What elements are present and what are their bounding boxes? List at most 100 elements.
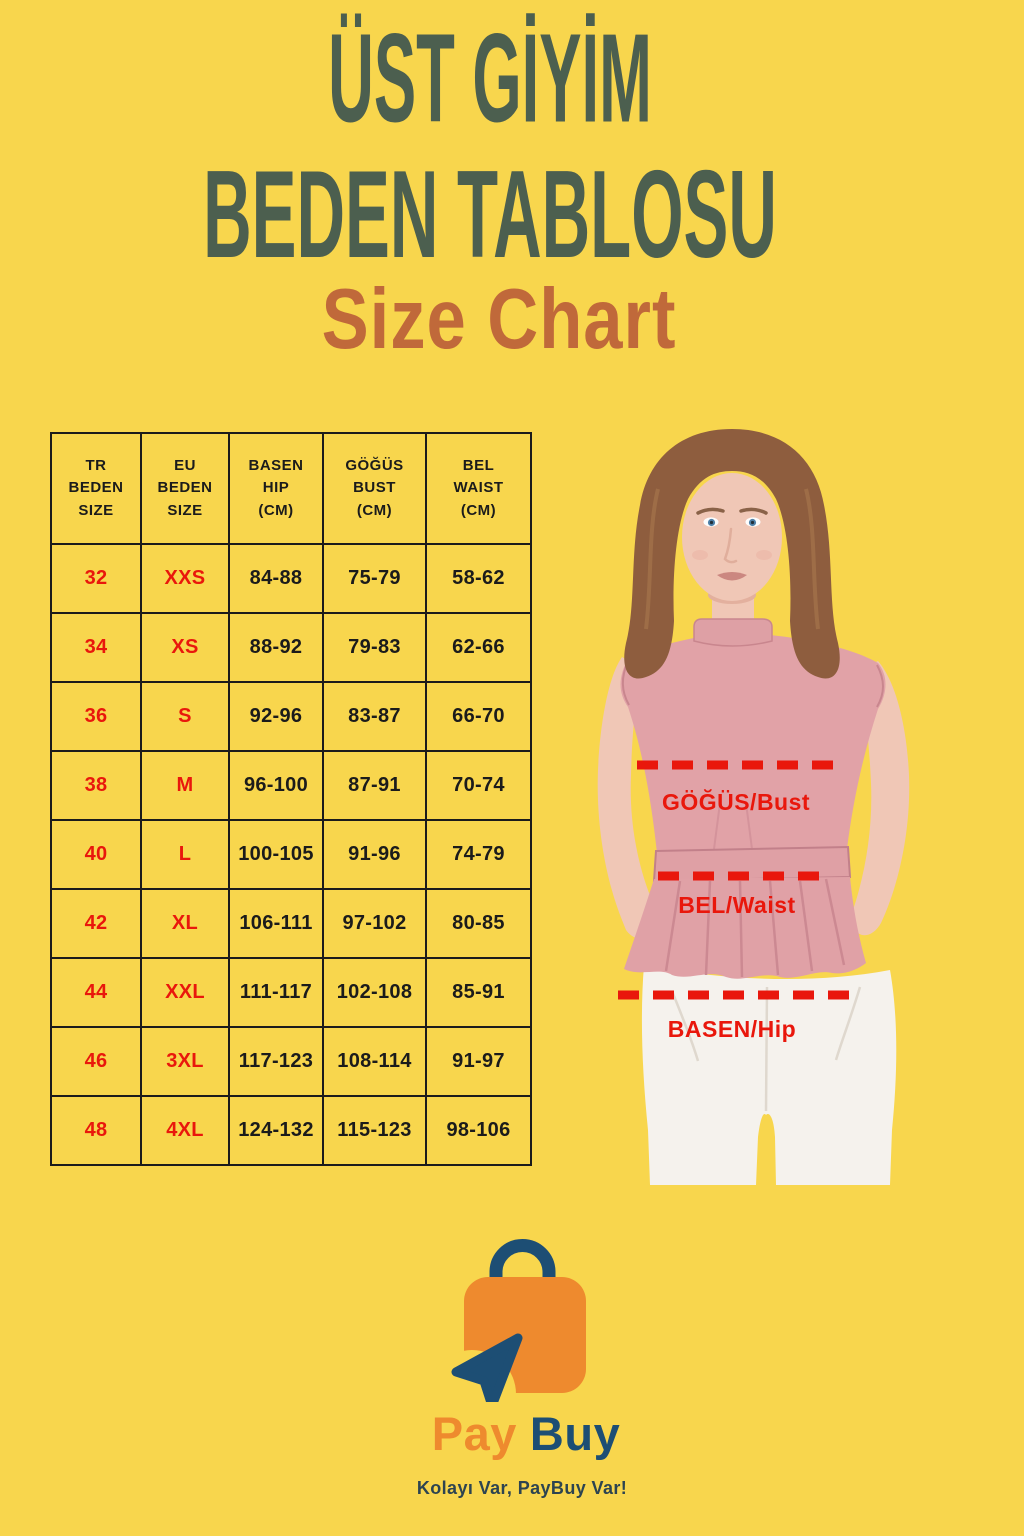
- measure-cell: 106-111: [228, 888, 324, 959]
- face: [682, 473, 782, 601]
- measure-cell: 83-87: [322, 681, 427, 752]
- brand-name-second: Buy: [529, 1407, 621, 1460]
- measure-cell: 85-91: [425, 957, 532, 1028]
- eyebrow-right: [739, 507, 768, 515]
- pants-pocket-right: [834, 986, 862, 1061]
- measure-cell: 111-117: [228, 957, 324, 1028]
- collar: [693, 618, 773, 647]
- bag-handle: [489, 1239, 556, 1291]
- measure-cell: 91-97: [425, 1026, 532, 1097]
- measure-cell: 87-91: [322, 750, 427, 821]
- measure-cell: 84-88: [228, 543, 324, 614]
- eu-size-cell: L: [140, 819, 230, 890]
- measure-cell: 91-96: [322, 819, 427, 890]
- table-row: 36 S 92-96 83-87 66-70: [50, 681, 532, 752]
- eu-size-cell: XXL: [140, 957, 230, 1028]
- page-title-line1: ÜST GİYİM: [328, 8, 652, 150]
- measure-cell: 88-92: [228, 612, 324, 683]
- measure-cell: 96-100: [228, 750, 324, 821]
- measure-cell: 124-132: [228, 1095, 324, 1166]
- left-arm: [597, 657, 653, 939]
- tr-size-cell: 38: [50, 750, 142, 821]
- tr-size-cell: 34: [50, 612, 142, 683]
- hair-highlight-right: [804, 488, 820, 630]
- measure-cell: 117-123: [228, 1026, 324, 1097]
- column-header: EU BEDEN SIZE: [140, 432, 230, 545]
- table-row: 34 XS 88-92 79-83 62-66: [50, 612, 532, 683]
- measure-cell: 102-108: [322, 957, 427, 1028]
- column-header: BEL WAIST (CM): [425, 432, 532, 545]
- column-header: GÖĞÜS BUST (CM): [322, 432, 427, 545]
- peplum: [624, 877, 866, 979]
- brand-name-first: Pay: [431, 1407, 517, 1460]
- measure-cell: 80-85: [425, 888, 532, 959]
- eyebrow-left: [696, 507, 725, 515]
- cursor-arrow-icon: [451, 1333, 523, 1402]
- measure-cell: 108-114: [322, 1026, 427, 1097]
- eu-size-cell: 3XL: [140, 1026, 230, 1097]
- tr-size-cell: 46: [50, 1026, 142, 1097]
- measure-cell: 66-70: [425, 681, 532, 752]
- measure-cell: 75-79: [322, 543, 427, 614]
- measure-cell: 98-106: [425, 1095, 532, 1166]
- measure-cell: 115-123: [322, 1095, 427, 1166]
- page-subtitle: Size Chart: [321, 272, 677, 367]
- chest-dart-left: [713, 802, 721, 850]
- pants-fly-seam: [764, 986, 769, 1112]
- bust-measure-label: GÖĞÜS/Bust: [662, 788, 810, 815]
- measure-cell: 79-83: [322, 612, 427, 683]
- table-row: 42 XL 106-111 97-102 80-85: [50, 888, 532, 959]
- tr-size-cell: 36: [50, 681, 142, 752]
- measure-cell: 62-66: [425, 612, 532, 683]
- measure-cell: 58-62: [425, 543, 532, 614]
- table-row: 44 XXL 111-117 102-108 85-91: [50, 957, 532, 1028]
- armhole-seam-right: [876, 664, 884, 708]
- pupil-left: [709, 520, 714, 525]
- table-row: 48 4XL 124-132 115-123 98-106: [50, 1095, 532, 1166]
- blouse-bodice: [620, 635, 886, 853]
- measure-cell: 70-74: [425, 750, 532, 821]
- table-row: 32 XXS 84-88 75-79 58-62: [50, 543, 532, 614]
- tr-size-cell: 44: [50, 957, 142, 1028]
- nose: [723, 527, 738, 564]
- eu-size-cell: 4XL: [140, 1095, 230, 1166]
- table-row: 38 M 96-100 87-91 70-74: [50, 750, 532, 821]
- table-row: 46 3XL 117-123 108-114 91-97: [50, 1026, 532, 1097]
- eu-size-cell: XS: [140, 612, 230, 683]
- eu-size-cell: XXS: [140, 543, 230, 614]
- size-table: TR BEDEN SIZE EU BEDEN SIZE BASEN HIP (CM) GÖĞÜS B…: [50, 432, 532, 1166]
- pants: [641, 965, 897, 1185]
- table-header-row: TR BEDEN SIZE EU BEDEN SIZE BASEN HIP (CM) GÖĞÜS B…: [50, 432, 532, 545]
- waistband: [652, 845, 852, 883]
- eu-size-cell: M: [140, 750, 230, 821]
- page-title-line2: BEDEN TABLOSU: [203, 145, 777, 285]
- pupil-right: [750, 520, 755, 525]
- column-header: BASEN HIP (CM): [228, 432, 324, 545]
- eu-size-cell: S: [140, 681, 230, 752]
- table-row: 40 L 100-105 91-96 74-79: [50, 819, 532, 890]
- pants-pocket-left: [670, 990, 700, 1062]
- model-figure: GÖĞÜS/Bust BEL/Waist BASEN/Hip: [597, 429, 910, 1185]
- eu-size-cell: XL: [140, 888, 230, 959]
- tr-size-cell: 48: [50, 1095, 142, 1166]
- tr-size-cell: 32: [50, 543, 142, 614]
- tr-size-cell: 40: [50, 819, 142, 890]
- measure-cell: 97-102: [322, 888, 427, 959]
- measure-cell: 92-96: [228, 681, 324, 752]
- lips: [717, 572, 747, 581]
- brand-tagline: Kolayı Var, PayBuy Var!: [416, 1478, 628, 1498]
- column-header: TR BEDEN SIZE: [50, 432, 142, 545]
- measure-cell: 100-105: [228, 819, 324, 890]
- right-arm: [852, 661, 910, 936]
- hair-highlight-left: [644, 488, 660, 630]
- peplum-pleats: [664, 878, 846, 978]
- chest-dart-right: [745, 802, 753, 850]
- hair: [624, 429, 840, 679]
- waist-measure-label: BEL/Waist: [678, 892, 795, 918]
- measure-cell: 74-79: [425, 819, 532, 890]
- cheek-right: [756, 550, 772, 560]
- brand-logo: [436, 1239, 586, 1402]
- hip-measure-label: BASEN/Hip: [668, 1016, 796, 1042]
- cheek-left: [692, 550, 708, 560]
